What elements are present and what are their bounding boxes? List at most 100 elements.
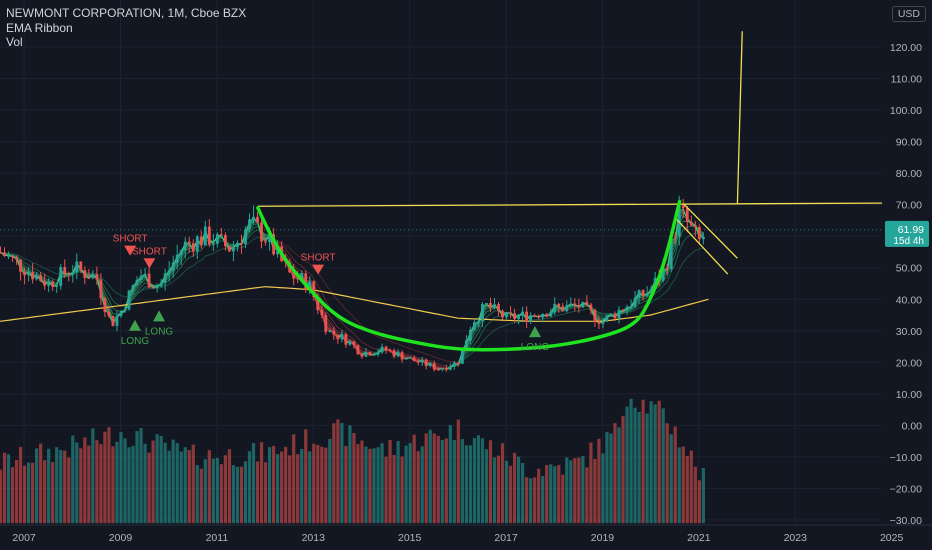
candles	[0, 195, 705, 372]
volume-bar	[488, 440, 493, 524]
candle-body	[324, 315, 328, 333]
candle	[304, 270, 308, 293]
volume-label[interactable]: Vol	[6, 35, 23, 49]
candle	[489, 297, 492, 313]
candle	[232, 241, 235, 262]
candle	[19, 258, 22, 281]
ema-ribbon-segment	[393, 342, 399, 345]
ema-ribbon-segment	[357, 337, 363, 343]
ema-ribbon-segment	[546, 317, 551, 320]
candle-body	[697, 227, 701, 240]
ema-ribbon-segment	[100, 276, 106, 282]
ema-ribbon-segment	[482, 325, 487, 332]
candle-body	[3, 252, 6, 257]
candle	[364, 347, 368, 358]
ema-ribbon-segment	[253, 225, 258, 229]
ema-ribbon-segment	[430, 360, 435, 364]
candle-body	[0, 252, 2, 254]
ema-ribbon-segment	[622, 310, 628, 314]
candle	[444, 364, 448, 372]
volume-bar	[87, 445, 91, 524]
candle	[605, 314, 609, 323]
symbol-title[interactable]: NEWMONT CORPORATION, 1M, Cboe BZX	[6, 6, 247, 20]
candle-body	[67, 273, 71, 275]
candle-body	[151, 287, 155, 289]
candle-body	[31, 272, 35, 280]
candle-body	[577, 304, 581, 308]
ema-ribbon-segment	[321, 277, 327, 285]
price-axis[interactable]	[882, 0, 932, 550]
time-tick-label: 2023	[784, 532, 808, 544]
channel-lower-line[interactable]	[674, 216, 729, 275]
volume-bar	[521, 462, 525, 524]
ema-ribbon-segment	[297, 269, 302, 272]
candle	[55, 282, 59, 293]
volume-bar	[416, 451, 420, 524]
long-label: LONG	[521, 342, 550, 353]
ema-ribbon-segment	[401, 345, 407, 348]
candle-body	[264, 241, 267, 243]
volume-bar	[553, 466, 557, 524]
candle-body	[260, 222, 263, 242]
candle	[477, 317, 480, 327]
ema-ribbon-segment	[180, 250, 186, 259]
candle	[629, 299, 633, 310]
volume-bar	[267, 447, 272, 524]
volume-bar	[99, 444, 103, 524]
ema-ribbon-segment	[658, 285, 664, 291]
candle	[497, 302, 500, 317]
ema-ribbon-segment	[140, 286, 146, 292]
long-signal: LONG	[521, 326, 550, 353]
candle-body	[63, 267, 67, 274]
candle-body	[11, 255, 14, 258]
candle	[372, 353, 376, 356]
volume-bar	[400, 456, 404, 524]
candle-body	[436, 369, 440, 371]
candle-body	[633, 297, 637, 307]
candle-body	[135, 279, 139, 286]
ema-ribbon-segment	[285, 252, 291, 260]
candle-body	[123, 309, 127, 312]
volume-bar	[456, 419, 460, 524]
ema-ribbon-segment	[486, 309, 491, 313]
resistance-line[interactable]	[257, 202, 883, 207]
candle-body	[400, 352, 404, 360]
candle-body	[256, 216, 259, 223]
volume-bar	[159, 435, 163, 524]
ema-ribbon-segment	[40, 271, 45, 276]
volume-bar	[348, 425, 352, 524]
ema-ribbon-segment	[474, 327, 479, 334]
candle-body	[43, 281, 47, 286]
ema-ribbon-segment	[510, 322, 515, 325]
volume-bar	[111, 446, 115, 524]
volume-bar	[464, 445, 468, 524]
ema-ribbon-segment	[168, 269, 174, 277]
candle	[589, 302, 593, 315]
price-tick-label: 10.00	[896, 389, 922, 401]
candle	[131, 284, 135, 294]
cup-curve[interactable]	[256, 199, 682, 352]
candle-body	[35, 275, 39, 280]
ema-ribbon-segment	[690, 250, 696, 255]
volume-bar	[107, 427, 111, 524]
indicator-label[interactable]: EMA Ribbon	[6, 20, 73, 35]
projection-line[interactable]	[736, 31, 743, 205]
time-axis[interactable]	[0, 525, 932, 550]
candle	[147, 265, 151, 289]
candle	[75, 253, 79, 280]
candle-body	[384, 346, 388, 351]
channel-upper-line[interactable]	[683, 204, 738, 259]
volume-bar	[525, 477, 529, 524]
volume-bar	[243, 461, 248, 524]
candle-body	[340, 334, 344, 340]
ema-ribbon-segment	[373, 348, 379, 350]
candle	[0, 246, 2, 254]
volume-bar	[332, 423, 336, 524]
volume-bar	[496, 455, 501, 524]
volume-bar	[492, 457, 497, 524]
ema-ribbon-segment	[598, 314, 604, 318]
currency-button[interactable]: USD	[891, 6, 926, 22]
ema-ribbon-segment	[168, 272, 174, 278]
